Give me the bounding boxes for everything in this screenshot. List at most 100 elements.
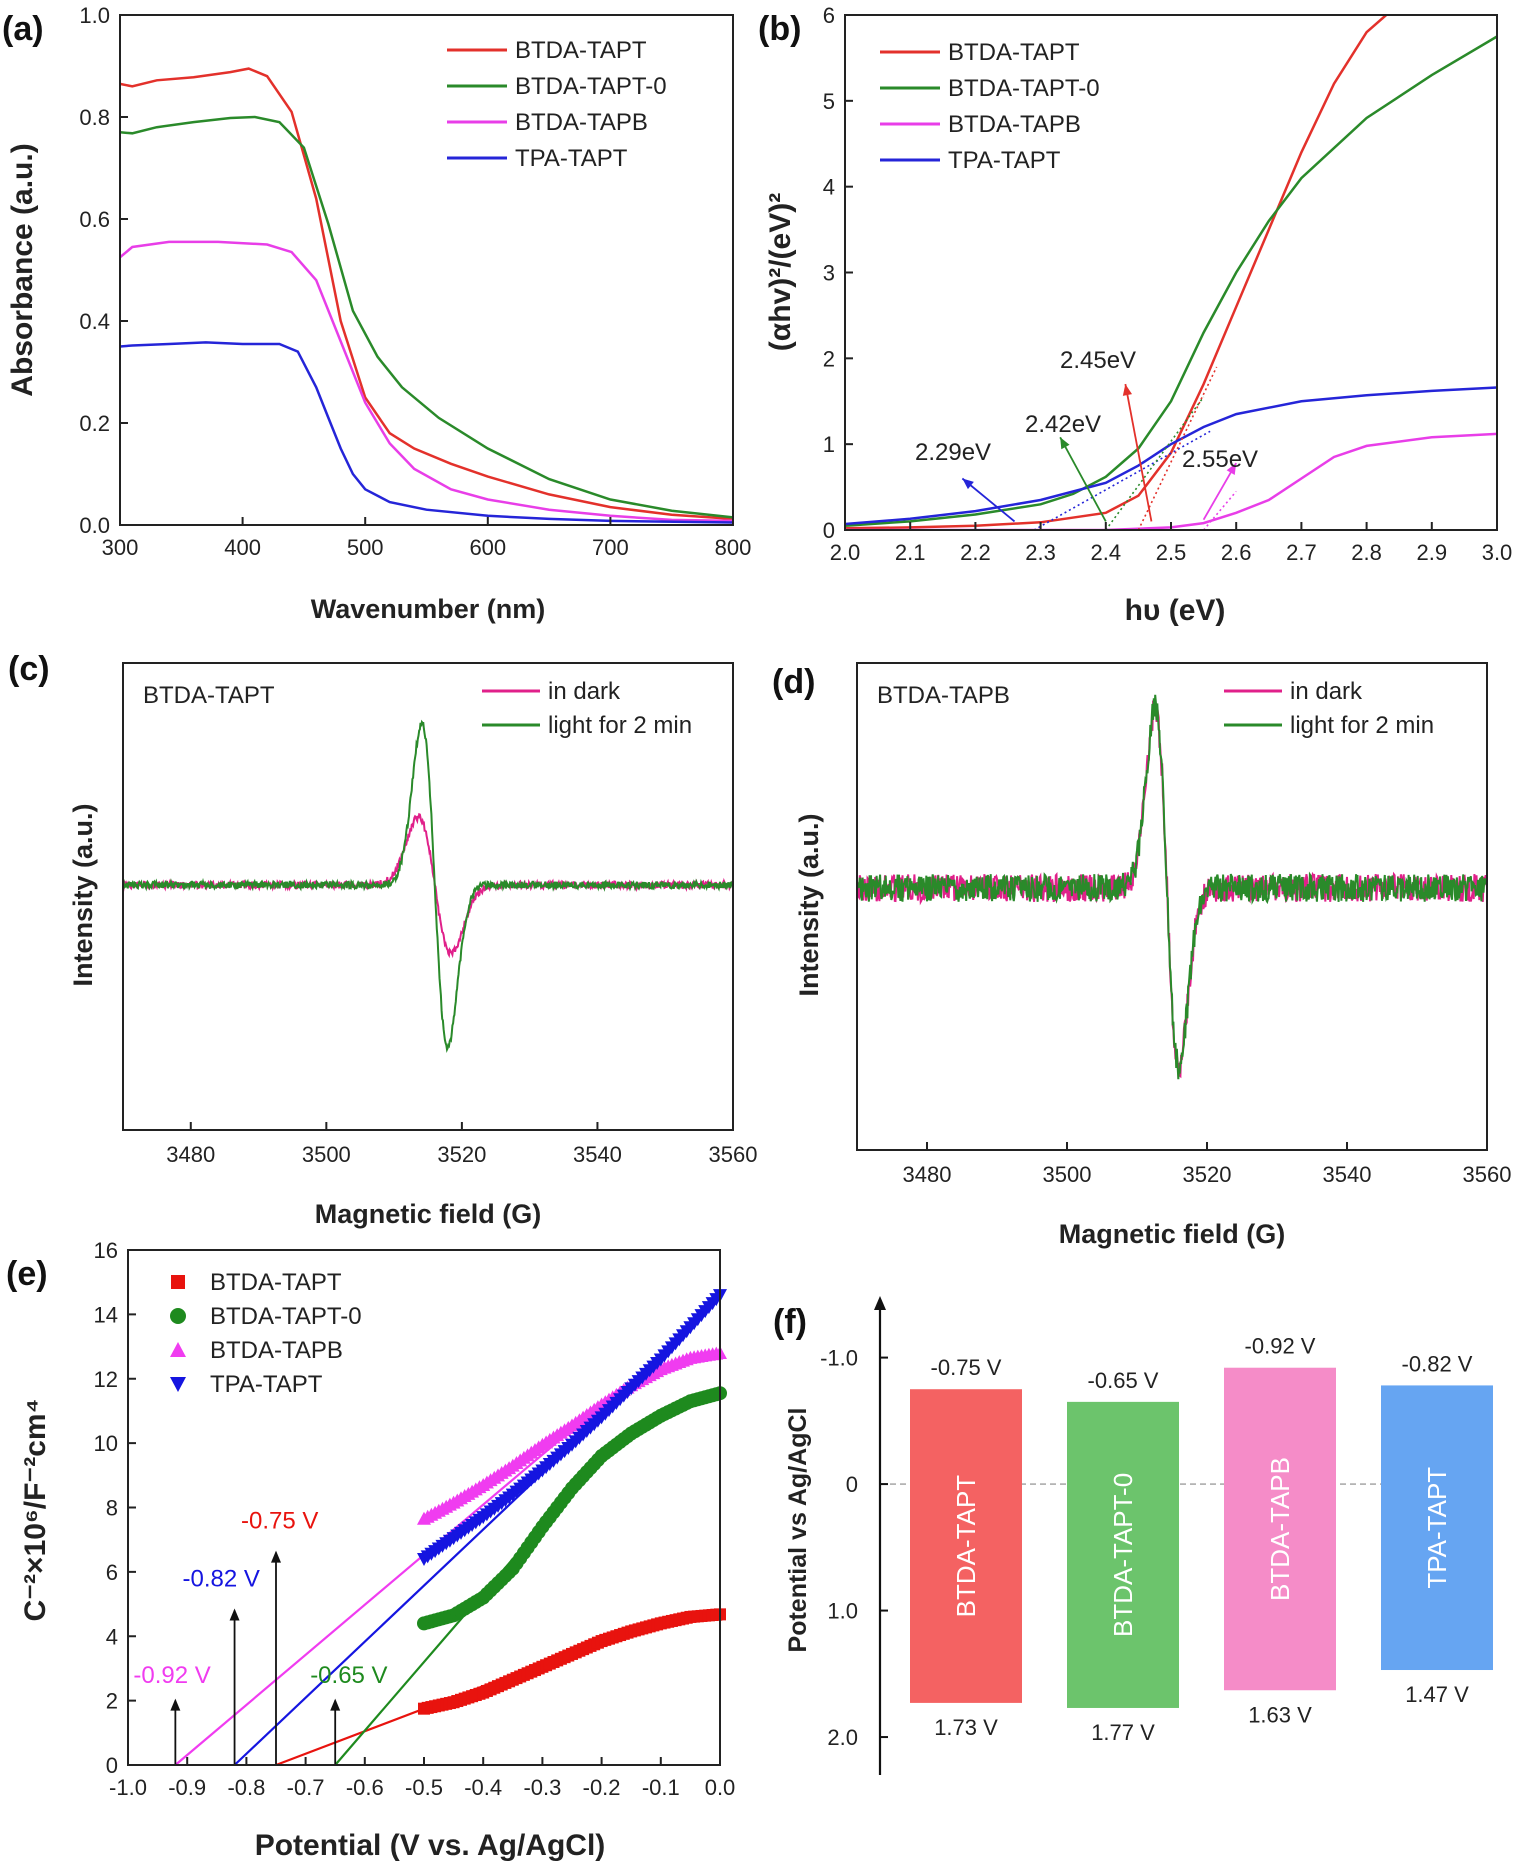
panel-e-xlabel: Potential (V vs. Ag/AgCl) — [255, 1829, 606, 1862]
panel-e-arrowhead-0 — [271, 1550, 281, 1563]
panel-a-ytick-label: 0.8 — [79, 105, 110, 130]
panel-a-series-2 — [119, 240, 734, 523]
panel-d-xtick-label: 3500 — [1043, 1162, 1092, 1187]
panel-b-annotation-1: 2.42eV — [1025, 411, 1101, 438]
panel-f-bar-bottom-label-2: 1.63 V — [1248, 1702, 1312, 1727]
panel-b-legend-label: TPA-TAPT — [948, 147, 1061, 174]
panel-b-xtick-label: 2.8 — [1351, 540, 1382, 565]
panel-e-xtick-label: -0.4 — [464, 1775, 502, 1800]
panel-e-ytick-label: 12 — [94, 1367, 118, 1392]
panel-b-series-3 — [845, 386, 1497, 526]
panel-e-arrowhead-1 — [229, 1608, 240, 1621]
panel-b-xtick-label: 2.5 — [1156, 540, 1187, 565]
panel-c-frame — [122, 662, 734, 1131]
panel-b-xtick-label: 2.7 — [1286, 540, 1317, 565]
panel-e-xtick-label: -0.7 — [287, 1775, 325, 1800]
panel-b-legend-label: BTDA-TAPT — [948, 39, 1080, 66]
panel-f-bar-3 — [1381, 1385, 1493, 1671]
panel-f-bar-bottom-label-3: 1.47 V — [1405, 1682, 1469, 1707]
panel-c: 3480 3500 3520 3540 3560 BTDA-TAPT in dark ligh… — [8, 650, 757, 1229]
panel-b-tangent-3 — [1202, 490, 1237, 531]
panel-b-arrowhead-3 — [1226, 463, 1237, 475]
panel-d-xtick-label: 3560 — [1463, 1162, 1512, 1187]
panel-e-legend-marker — [170, 1308, 186, 1324]
panel-a-xlabel: Wavenumber (nm) — [311, 594, 546, 624]
panel-e-xtick-label: -0.2 — [583, 1775, 621, 1800]
panel-b-series-0 — [845, 15, 1388, 530]
panel-b-ytick-label: 1 — [823, 432, 835, 457]
panel-f-bar-top-label-0: -0.75 V — [931, 1355, 1002, 1380]
panel-a-series-0 — [119, 67, 734, 521]
panel-d-xlabel: Magnetic field (G) — [1059, 1219, 1286, 1249]
panel-a-ytick-label: 0.4 — [79, 309, 110, 334]
panel-b-xlabel: hυ (eV) — [1125, 594, 1226, 627]
panel-e-arrowhead-2 — [170, 1698, 181, 1711]
panel-a-series-1 — [119, 115, 734, 519]
panel-d-series-1 — [856, 694, 1488, 1080]
panel-a-xtick-label: 500 — [347, 535, 384, 560]
panel-c-legend-label: light for 2 min — [548, 712, 692, 739]
panel-f-ytick-label: -1.0 — [820, 1346, 858, 1371]
panel-d-ylabel: Intensity (a.u.) — [794, 813, 824, 996]
panel-f: -1.0 0 1.0 2.0 BTDA-TAPT -0.75 V 1.73 V BTDA-TA… — [773, 1296, 1493, 1775]
panel-b-xtick-label: 2.4 — [1091, 540, 1122, 565]
panel-f-panel-label: (f) — [773, 1303, 807, 1341]
panel-b-arrowhead-0 — [962, 478, 974, 490]
panel-b-ytick-label: 3 — [823, 261, 835, 286]
panel-c-title: BTDA-TAPT — [143, 682, 275, 709]
panel-e-legend-marker — [171, 1275, 185, 1289]
panel-b-arrow-1 — [1059, 436, 1107, 522]
panel-b-xtick-label: 2.9 — [1417, 540, 1448, 565]
panel-d-legend-label: light for 2 min — [1290, 712, 1434, 739]
panel-b-series-2 — [845, 432, 1497, 530]
panel-c-xtick-label: 3480 — [166, 1142, 215, 1167]
panel-e-ylabel: C⁻²×10⁶/F⁻²cm⁴ — [19, 1399, 52, 1622]
panel-c-xlabel: Magnetic field (G) — [315, 1199, 542, 1229]
panel-a-legend-label: TPA-TAPT — [515, 145, 628, 172]
panel-b-arrow-2 — [1124, 383, 1153, 522]
panel-d-frame — [856, 662, 1488, 1151]
panel-b-xtick-label: 2.6 — [1221, 540, 1252, 565]
panel-c-legend-label: in dark — [548, 678, 621, 705]
panel-d: 3480 3500 3520 3540 3560 BTDA-TAPB in dark ligh… — [772, 662, 1512, 1249]
panel-a-xtick-label: 400 — [224, 535, 261, 560]
panel-f-bar-bottom-label-0: 1.73 V — [934, 1715, 998, 1740]
panel-b-xtick-label: 2.1 — [895, 540, 926, 565]
panel-a-xtick-label: 600 — [469, 535, 506, 560]
panel-f-bar-label-0: BTDA-TAPT — [951, 1475, 981, 1618]
panel-a-frame — [119, 14, 734, 526]
panel-a-ytick-label: 0.2 — [79, 411, 110, 436]
panel-b-tangent-0 — [1033, 430, 1211, 531]
panel-b-tangent-2 — [1137, 366, 1218, 531]
panel-d-panel-label: (d) — [772, 663, 815, 701]
panel-e: -0.75 V -0.82 V -0.92 V -0.65 V -1.0 -0.9 -0.8… — [6, 1238, 735, 1862]
panel-d-legend-label: in dark — [1290, 678, 1363, 705]
panel-e-ytick-label: 0 — [106, 1753, 118, 1778]
panel-d-title: BTDA-TAPB — [877, 682, 1010, 709]
panel-e-legend-marker — [170, 1342, 186, 1357]
panel-f-bar-2 — [1224, 1367, 1336, 1691]
panel-b-ytick-label: 0 — [823, 518, 835, 543]
panel-a-xtick-label: 700 — [592, 535, 629, 560]
panel-e-fitline-2 — [174, 1403, 603, 1766]
panel-e-xtick-label: -0.5 — [405, 1775, 443, 1800]
panel-b: 2.29eV 2.42eV 2.45eV 2.55eV 2.0 2.1 2.2 2.3 2.4 2… — [758, 3, 1512, 627]
panel-e-xtick-label: -1.0 — [109, 1775, 147, 1800]
panel-a-series-3 — [119, 341, 734, 524]
panel-c-ylabel: Intensity (a.u.) — [68, 803, 98, 986]
panel-b-arrow-0 — [961, 477, 1016, 523]
panel-b-ytick-label: 4 — [823, 175, 835, 200]
panel-e-ytick-label: 8 — [106, 1496, 118, 1521]
panel-d-xtick-label: 3520 — [1183, 1162, 1232, 1187]
panel-f-bar-label-2: BTDA-TAPB — [1265, 1457, 1295, 1601]
panel-f-ylabel: Potential vs Ag/AgCl — [784, 1408, 812, 1653]
panel-b-series-1 — [845, 35, 1497, 527]
panel-b-ytick-label: 6 — [823, 3, 835, 28]
panel-c-xtick-label: 3540 — [573, 1142, 622, 1167]
panel-f-ytick-label: 2.0 — [827, 1725, 858, 1750]
panel-e-ytick-label: 10 — [94, 1431, 118, 1456]
panel-e-legend-label: BTDA-TAPT-0 — [210, 1303, 362, 1330]
panel-a: 300 400 500 600 700 800 0.0 0.2 0.4 0.6 0.8 1.0 BTDA… — [2, 3, 751, 624]
panel-b-ytick-label: 2 — [823, 346, 835, 371]
